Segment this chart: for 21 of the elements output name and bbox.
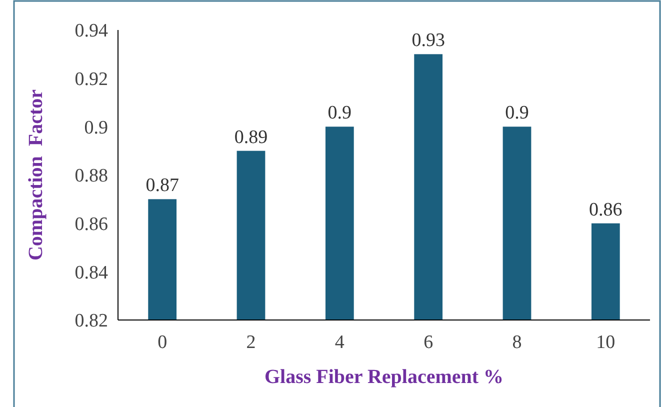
x-tick-label: 8 bbox=[512, 332, 522, 353]
y-tick-label: 0.86 bbox=[74, 214, 108, 235]
x-tick-label: 10 bbox=[596, 332, 616, 353]
data-label: 0.93 bbox=[412, 30, 445, 52]
y-tick-label: 0.9 bbox=[84, 117, 108, 138]
x-tick-label: 4 bbox=[334, 332, 345, 353]
y-tick-label: 0.84 bbox=[74, 262, 108, 284]
x-tick-label: 0 bbox=[158, 332, 168, 353]
data-label: 0.9 bbox=[505, 102, 529, 124]
x-tick-label: 6 bbox=[424, 332, 434, 353]
y-tick-label: 0.92 bbox=[74, 68, 108, 90]
data-label: 0.89 bbox=[234, 126, 268, 148]
data-label: 0.87 bbox=[146, 175, 179, 196]
data-label: 0.9 bbox=[328, 102, 352, 124]
y-tick-label: 0.88 bbox=[74, 166, 108, 187]
x-axis-title: Glass Fiber Replacement % bbox=[264, 366, 504, 388]
x-tick-label: 2 bbox=[246, 332, 256, 353]
y-tick-label: 0.82 bbox=[74, 310, 108, 332]
data-label: 0.86 bbox=[589, 199, 622, 220]
y-tick-label: 0.94 bbox=[74, 20, 108, 42]
y-axis-title: Compaction Factor bbox=[25, 89, 47, 261]
